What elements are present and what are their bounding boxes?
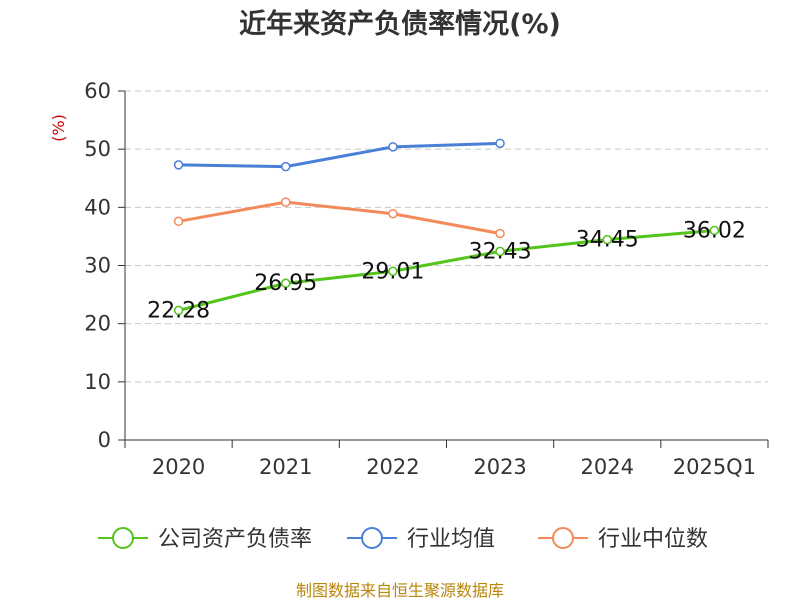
legend-item-1[interactable]: 行业均值 bbox=[347, 527, 495, 552]
legend-label: 公司资产负债率 bbox=[158, 527, 312, 552]
series-0 bbox=[173, 225, 720, 316]
data-point bbox=[388, 208, 398, 219]
gridlines bbox=[125, 90, 768, 383]
series-line bbox=[178, 200, 501, 235]
data-label: 36.02 bbox=[683, 218, 746, 243]
data-point bbox=[173, 216, 184, 227]
data-label: 29.01 bbox=[361, 259, 424, 284]
series-2 bbox=[173, 197, 505, 239]
y-axis-label: (%) bbox=[49, 114, 68, 142]
legend-label: 行业均值 bbox=[407, 527, 495, 552]
series-layer bbox=[173, 138, 720, 316]
legend: 公司资产负债率 行业均值 行业中位数 bbox=[98, 527, 708, 552]
x-tick-label: 2024 bbox=[581, 455, 634, 479]
data-label: 34.45 bbox=[576, 228, 639, 253]
source-note: 制图数据来自恒生聚源数据库 bbox=[296, 581, 504, 600]
data-label: 32.43 bbox=[469, 239, 532, 264]
data-point bbox=[388, 142, 398, 152]
series-1 bbox=[173, 138, 505, 172]
x-tick-label: 2020 bbox=[152, 455, 205, 479]
legend-label: 行业中位数 bbox=[598, 527, 708, 552]
y-tick-label: 10 bbox=[84, 370, 111, 394]
data-point bbox=[281, 161, 291, 172]
data-point bbox=[281, 278, 291, 288]
data-point bbox=[495, 138, 505, 149]
data-point bbox=[495, 228, 505, 239]
data-label: 26.95 bbox=[254, 271, 317, 296]
series-line bbox=[178, 228, 715, 312]
x-tick-label: 2022 bbox=[366, 455, 419, 479]
axes: 0 10 20 30 40 50 60 2020 2021 2022 2023 2024 2025Q1 bbox=[84, 79, 769, 479]
legend-marker bbox=[112, 527, 134, 549]
chart-title: 近年来资产负债率情况(%) bbox=[239, 8, 561, 40]
x-tick-label: 2021 bbox=[259, 455, 312, 479]
data-point bbox=[495, 246, 505, 257]
data-point bbox=[281, 197, 291, 207]
legend-item-2[interactable]: 行业中位数 bbox=[538, 527, 708, 552]
y-tick-label: 0 bbox=[98, 428, 111, 452]
data-point bbox=[388, 266, 398, 277]
x-tick-label: 2023 bbox=[473, 455, 526, 479]
y-tick-label: 20 bbox=[84, 312, 111, 336]
legend-item-0[interactable]: 公司资产负债率 bbox=[98, 527, 312, 552]
series-line bbox=[178, 141, 501, 169]
x-tick-label: 2025Q1 bbox=[673, 455, 756, 479]
data-point bbox=[173, 160, 184, 170]
data-point bbox=[709, 225, 720, 236]
y-tick-label: 60 bbox=[84, 79, 111, 103]
data-labels: 22.28 26.95 29.01 32.43 34.45 36.02 bbox=[147, 218, 746, 323]
y-tick-label: 40 bbox=[84, 195, 111, 219]
y-tick-label: 30 bbox=[84, 254, 111, 278]
data-point bbox=[173, 305, 184, 316]
data-label: 22.28 bbox=[147, 298, 210, 323]
data-point bbox=[602, 234, 612, 245]
y-tick-label: 50 bbox=[84, 137, 111, 161]
legend-marker bbox=[552, 527, 574, 549]
legend-marker bbox=[361, 527, 383, 549]
